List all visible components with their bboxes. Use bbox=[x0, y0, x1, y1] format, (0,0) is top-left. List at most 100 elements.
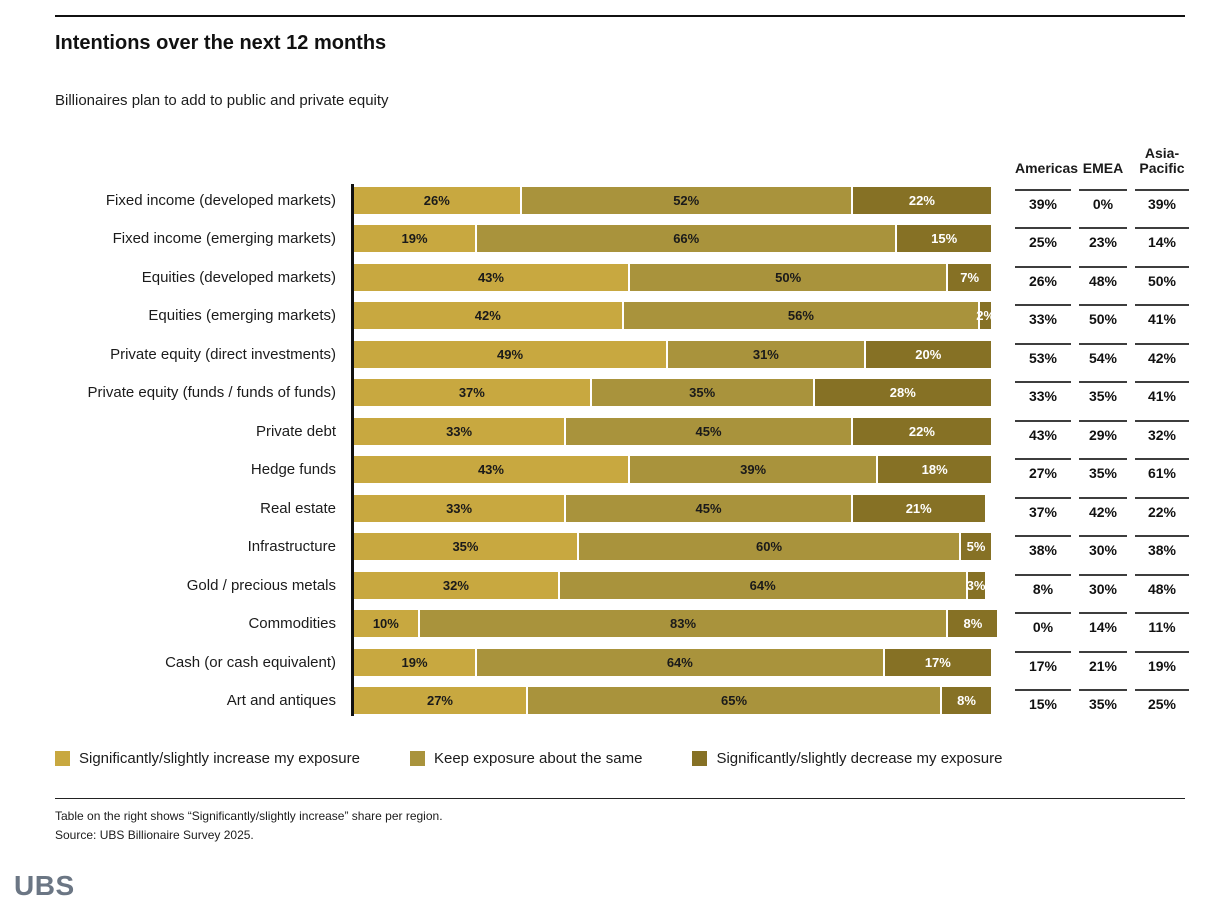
bar-segment-value: 45% bbox=[695, 500, 722, 516]
chart-row: Infrastructure 35% 60% 5% 38% 30% 38% bbox=[55, 528, 1195, 567]
region-values: 33% 50% 41% bbox=[991, 304, 1195, 327]
bar-segment-same: 45% bbox=[564, 494, 851, 522]
bar-segment-decrease: 18% bbox=[876, 456, 991, 484]
bar-segment-value: 5% bbox=[966, 539, 986, 555]
legend-swatch-icon bbox=[409, 751, 425, 766]
region-cell-asia-pacific: 14% bbox=[1135, 227, 1189, 250]
chart-row: Cash (or cash equivalent) 19% 64% 17% 17% … bbox=[55, 643, 1195, 682]
region-cell-asia-pacific: 61% bbox=[1135, 458, 1189, 481]
bar-segment-value: 22% bbox=[908, 192, 935, 208]
chart-row: Real estate 33% 45% 21% 37% 42% 22% bbox=[55, 489, 1195, 528]
bar-segment-decrease: 2% bbox=[976, 302, 995, 330]
bar-segment-decrease: 7% bbox=[946, 263, 991, 291]
region-cell-asia-pacific: 32% bbox=[1135, 419, 1189, 443]
bar-segment-increase: 26% bbox=[354, 186, 520, 214]
region-cell-emea: 29% bbox=[1079, 419, 1127, 443]
footnote-note: Table on the right shows “Significantly/… bbox=[55, 809, 443, 823]
region-values: 8% 30% 48% bbox=[991, 573, 1195, 597]
region-cell-asia-pacific: 22% bbox=[1135, 496, 1189, 520]
region-cell-emea: 48% bbox=[1079, 265, 1127, 289]
region-cell-emea: 23% bbox=[1079, 227, 1127, 250]
bar-segment-value: 37% bbox=[458, 385, 485, 401]
stacked-bar-chart: Americas EMEA Asia-Pacific Fixed income … bbox=[55, 135, 1195, 720]
row-label: Equities (emerging markets) bbox=[148, 307, 336, 325]
chart-row: Private debt 33% 45% 22% 43% 29% 32% bbox=[55, 412, 1195, 451]
region-table-header: Americas EMEA Asia-Pacific bbox=[55, 135, 1195, 181]
region-values: 17% 21% 19% bbox=[991, 650, 1195, 674]
row-label: Fixed income (emerging markets) bbox=[112, 230, 336, 248]
bar-segment-value: 8% bbox=[963, 616, 983, 632]
ubs-logo: UBS bbox=[14, 870, 75, 902]
chart-row: Fixed income (emerging markets) 19% 66% 15… bbox=[55, 220, 1195, 259]
legend-label: Significantly/slightly decrease my expos… bbox=[716, 750, 1003, 767]
row-label: Equities (developed markets) bbox=[141, 268, 336, 286]
row-label: Infrastructure bbox=[247, 538, 336, 556]
bar-segment-decrease: 3% bbox=[965, 571, 985, 599]
region-values: 53% 54% 42% bbox=[991, 342, 1195, 366]
bar-segment-increase: 35% bbox=[354, 533, 577, 561]
region-values: 38% 30% 38% bbox=[991, 535, 1195, 558]
bar-segment-value: 56% bbox=[787, 308, 814, 324]
region-cell-americas: 38% bbox=[1015, 535, 1071, 558]
bar-segment-value: 66% bbox=[673, 231, 700, 247]
bar-segment-value: 8% bbox=[957, 693, 976, 709]
bar-segment-value: 43% bbox=[477, 462, 504, 478]
row-label: Private equity (funds / funds of funds) bbox=[87, 384, 336, 402]
bar-segment-decrease: 5% bbox=[959, 533, 991, 561]
row-label: Cash (or cash equivalent) bbox=[165, 653, 336, 671]
row-label: Private debt bbox=[255, 422, 336, 440]
bar: 42% 56% 2% bbox=[354, 302, 995, 330]
bar-segment-value: 35% bbox=[452, 539, 479, 555]
region-cell-emea: 35% bbox=[1079, 381, 1127, 404]
region-cell-americas: 43% bbox=[1015, 419, 1071, 443]
bar: 10% 83% 8% bbox=[354, 610, 998, 638]
bar-segment-decrease: 15% bbox=[895, 225, 991, 253]
legend-item: Keep exposure about the same bbox=[409, 750, 642, 767]
region-values: 26% 48% 50% bbox=[991, 265, 1195, 289]
bar-segment-same: 65% bbox=[525, 687, 941, 715]
region-cell-americas: 26% bbox=[1015, 265, 1071, 289]
bar-segment-decrease: 8% bbox=[940, 687, 991, 715]
region-cell-emea: 30% bbox=[1079, 573, 1127, 597]
bar-segment-value: 33% bbox=[446, 500, 473, 516]
bar: 32% 64% 3% bbox=[354, 571, 991, 599]
bar-segment-same: 35% bbox=[589, 379, 813, 407]
region-cell-americas: 33% bbox=[1015, 381, 1071, 404]
region-values: 39% 0% 39% bbox=[991, 188, 1195, 212]
bar-segment-value: 19% bbox=[401, 654, 428, 670]
bar-segment-value: 49% bbox=[497, 346, 524, 362]
bar-segment-same: 31% bbox=[666, 340, 864, 368]
region-col-americas: Americas bbox=[1015, 160, 1079, 177]
legend-item: Significantly/slightly decrease my expos… bbox=[692, 750, 1002, 767]
chart-legend: Significantly/slightly increase my expos… bbox=[55, 750, 1195, 767]
region-cell-asia-pacific: 41% bbox=[1135, 381, 1189, 404]
bar-segment-value: 50% bbox=[775, 269, 802, 285]
chart-row: Art and antiques 27% 65% 8% 15% 35% 25% bbox=[55, 682, 1195, 721]
bar-segment-increase: 27% bbox=[354, 687, 526, 715]
region-col-emea: EMEA bbox=[1082, 160, 1124, 177]
region-cell-emea: 54% bbox=[1079, 342, 1127, 366]
bar-segment-increase: 10% bbox=[354, 610, 418, 638]
bar-segment-value: 60% bbox=[756, 539, 783, 555]
bar-segment-same: 83% bbox=[417, 610, 947, 638]
region-cell-asia-pacific: 25% bbox=[1135, 689, 1189, 712]
region-values: 25% 23% 14% bbox=[991, 227, 1195, 250]
chart-subtitle: Billionaires plan to add to public and p… bbox=[55, 92, 389, 109]
y-axis-line bbox=[351, 184, 354, 716]
legend-item: Significantly/slightly increase my expos… bbox=[55, 750, 360, 767]
bar-segment-value: 42% bbox=[474, 308, 501, 324]
region-cell-asia-pacific: 38% bbox=[1135, 535, 1189, 558]
region-cell-americas: 0% bbox=[1015, 612, 1071, 635]
bar-segment-value: 52% bbox=[673, 192, 700, 208]
bar-segment-increase: 42% bbox=[354, 302, 622, 330]
legend-swatch-icon bbox=[692, 751, 708, 766]
bar-segment-value: 83% bbox=[670, 616, 697, 632]
bar-segment-decrease: 22% bbox=[850, 417, 991, 445]
region-cell-asia-pacific: 39% bbox=[1135, 188, 1189, 212]
region-values: 43% 29% 32% bbox=[991, 419, 1195, 443]
bar-segment-same: 39% bbox=[627, 456, 877, 484]
bar: 35% 60% 5% bbox=[354, 533, 991, 561]
bar-segment-increase: 49% bbox=[354, 340, 667, 368]
bar-segment-increase: 43% bbox=[354, 263, 628, 291]
bar-segment-increase: 19% bbox=[354, 225, 476, 253]
